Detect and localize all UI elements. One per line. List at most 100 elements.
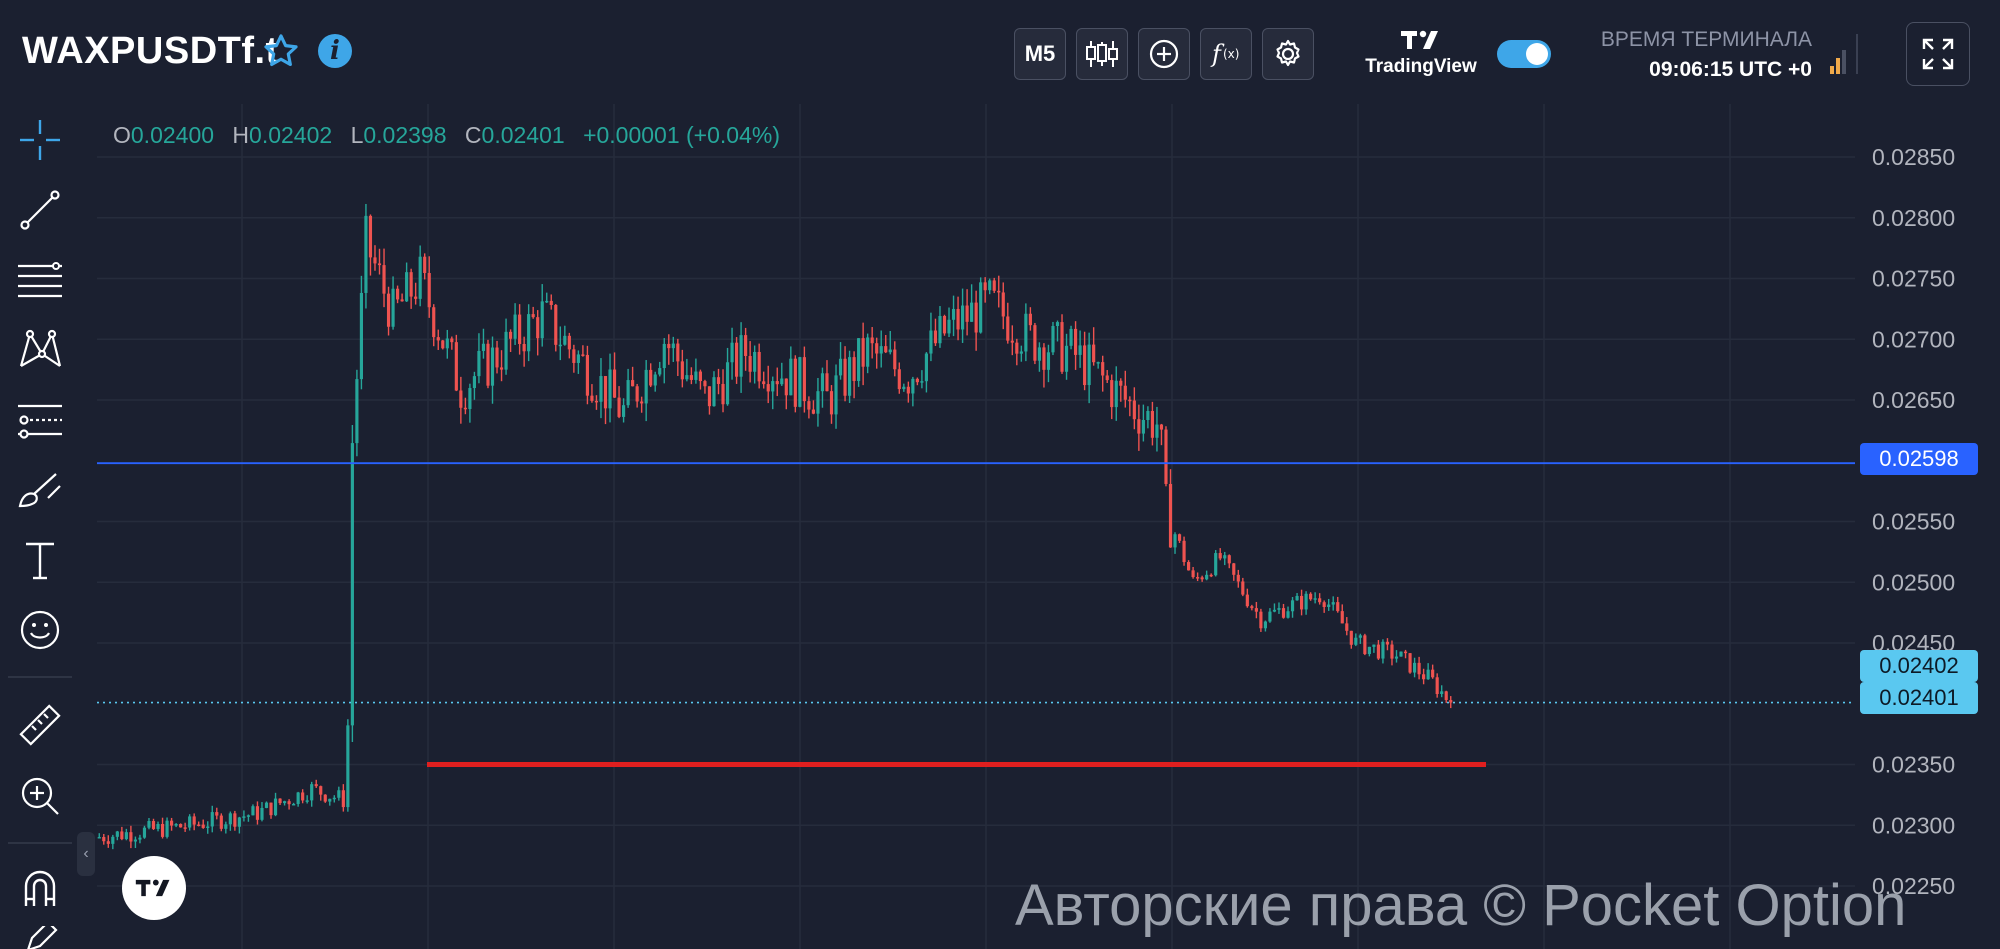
timeframe-button[interactable]: M5: [1014, 28, 1066, 80]
candle-body: [902, 386, 906, 390]
candle-body: [1182, 540, 1186, 563]
candle-body: [680, 361, 684, 380]
candle-body: [1218, 553, 1222, 559]
candle-body: [1223, 555, 1227, 559]
candle-body: [97, 837, 101, 839]
candle-body: [499, 367, 504, 370]
candle-body: [567, 335, 571, 350]
candle-body: [798, 357, 802, 407]
magnet-tool[interactable]: [14, 862, 66, 914]
candle-body: [1033, 325, 1037, 361]
emoji-tool[interactable]: [14, 604, 66, 656]
candle-body: [459, 390, 463, 408]
candle-body: [273, 798, 278, 816]
candle-body: [1141, 420, 1145, 434]
candle-body: [337, 790, 341, 798]
candle-body: [739, 335, 743, 377]
candle-body: [1390, 644, 1394, 659]
candle-body: [1227, 555, 1231, 564]
candle-body: [1286, 611, 1290, 618]
candle-body: [784, 378, 788, 396]
candle-body: [206, 826, 210, 828]
chart-type-button[interactable]: [1076, 28, 1128, 80]
tradingview-chart-badge[interactable]: [122, 856, 186, 920]
settings-button[interactable]: [1262, 28, 1314, 80]
candle-body: [165, 820, 169, 837]
fullscreen-button[interactable]: [1906, 22, 1970, 86]
timeframe-label: M5: [1024, 41, 1056, 66]
open-value: 0.02400: [130, 122, 215, 148]
candle-body: [1119, 380, 1123, 386]
candle-body: [260, 807, 264, 820]
tradingview-logo[interactable]: TradingView: [1362, 28, 1480, 80]
pattern-tool[interactable]: [14, 324, 66, 376]
brush-icon: [18, 473, 61, 508]
candle-body: [942, 315, 947, 334]
candle-body: [540, 301, 544, 339]
candle-body: [314, 784, 318, 787]
symbol-title[interactable]: WAXPUSDTf.t: [22, 30, 279, 72]
candle-body: [667, 343, 671, 349]
info-icon[interactable]: i: [318, 34, 352, 68]
candle-body: [341, 790, 345, 808]
tradingview-label: TradingView: [1365, 56, 1477, 77]
candle-body: [477, 350, 481, 377]
price-chart[interactable]: 0.02850 0.02800 0.02750 0.02700 0.02650 0.025…: [97, 104, 2000, 949]
candle-body: [111, 836, 115, 844]
candle-body: [730, 342, 734, 363]
candle-body: [581, 354, 585, 356]
high-label: H: [232, 122, 250, 148]
toggle-knob: [1526, 43, 1548, 65]
candle-body: [481, 343, 486, 351]
price-tick-label: 0.02750: [1872, 266, 1955, 292]
candle-body: [201, 824, 205, 828]
candle-body: [436, 337, 440, 341]
text-tool[interactable]: [14, 534, 66, 586]
ruler-tool[interactable]: [14, 700, 66, 752]
candle-body: [1245, 594, 1249, 607]
candle-body: [1073, 328, 1078, 355]
candle-body: [847, 357, 852, 396]
candle-body: [1268, 611, 1272, 622]
candle-body: [1426, 669, 1430, 680]
candle-body: [689, 375, 693, 380]
open-label: O: [113, 122, 131, 148]
candle-body: [802, 357, 806, 402]
indicators-button[interactable]: f (x): [1200, 28, 1252, 80]
candle-body: [662, 343, 666, 369]
last-price-badge: 0.02401: [1860, 682, 1978, 714]
candle-body: [603, 376, 608, 409]
collapse-toolbar-button[interactable]: ‹: [77, 832, 95, 876]
candle-body: [364, 215, 368, 293]
candle-body: [956, 308, 960, 330]
lock-tool[interactable]: [14, 926, 66, 949]
forecast-tool[interactable]: [14, 394, 66, 446]
zoom-in-icon: [21, 777, 59, 815]
candle-body: [414, 296, 418, 299]
candle-body: [1168, 483, 1173, 548]
trendline-tool[interactable]: [14, 184, 66, 236]
candle-body: [513, 314, 517, 339]
zoom-tool[interactable]: [14, 770, 66, 822]
candle-body: [282, 801, 287, 804]
candle-body: [1214, 553, 1218, 576]
candle-body: [1137, 419, 1141, 434]
candle-body: [893, 349, 897, 370]
fib-tool[interactable]: [14, 254, 66, 306]
brush-tool[interactable]: [14, 464, 66, 516]
candle-body: [332, 797, 336, 800]
candle-body: [210, 812, 214, 827]
add-button[interactable]: [1138, 28, 1190, 80]
star-icon[interactable]: [262, 32, 300, 70]
price-tick-label: 0.02250: [1872, 873, 1955, 899]
candle-body: [237, 817, 241, 827]
candle-body: [920, 381, 924, 383]
candle-body: [1186, 562, 1191, 571]
candle-body: [1299, 595, 1304, 610]
candle-body: [1173, 534, 1177, 548]
candle-body: [192, 816, 196, 825]
terminal-time-toggle[interactable]: [1497, 40, 1551, 68]
crosshair-tool[interactable]: [14, 114, 66, 166]
candles-icon: [1086, 41, 1118, 67]
candle-body: [748, 355, 752, 372]
